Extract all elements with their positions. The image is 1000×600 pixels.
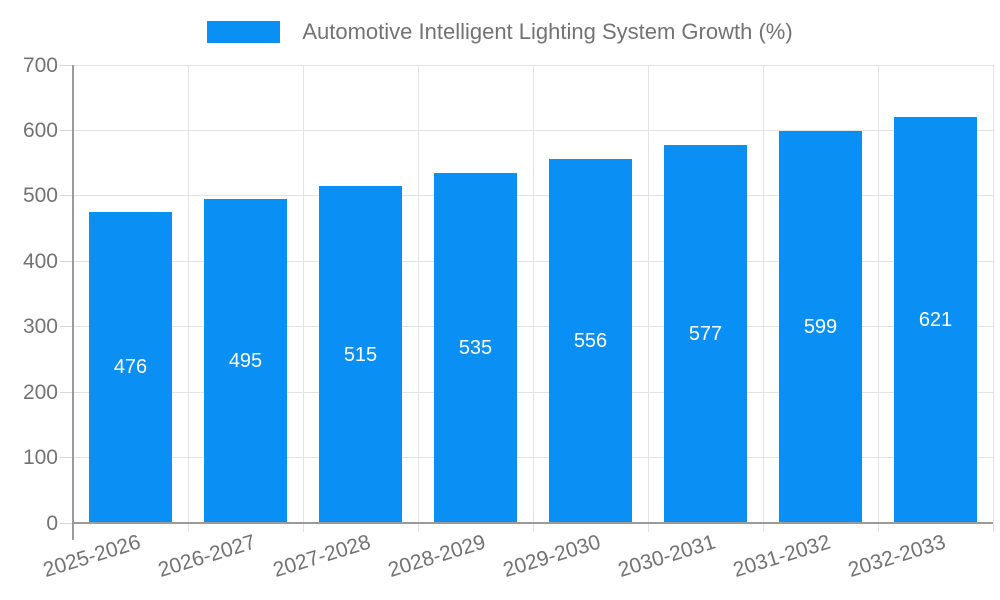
y-axis-tick-label: 0 [46, 511, 58, 535]
bar-value-label: 535 [458, 336, 493, 359]
v-gridline [302, 65, 304, 532]
bar[interactable] [204, 199, 287, 523]
chart-legend[interactable]: Automotive Intelligent Lighting System G… [0, 12, 1000, 52]
y-axis-tick-label: 500 [22, 184, 58, 208]
bar[interactable] [779, 131, 862, 523]
y-axis-tick-label: 200 [22, 380, 58, 404]
legend-swatch[interactable] [207, 21, 281, 43]
y-tick [60, 129, 73, 131]
y-tick [60, 64, 73, 66]
x-axis-line [73, 522, 993, 524]
legend-label[interactable]: Automotive Intelligent Lighting System G… [302, 19, 793, 44]
y-axis-tick-label: 300 [22, 315, 58, 339]
y-tick [60, 391, 73, 393]
bar[interactable] [319, 186, 402, 523]
v-gridline [877, 65, 879, 532]
bar[interactable] [89, 211, 172, 523]
v-gridline [187, 65, 189, 532]
y-tick [60, 260, 73, 262]
bar-value-label: 556 [573, 330, 608, 353]
bar[interactable] [434, 172, 517, 523]
bar[interactable] [894, 116, 977, 523]
y-tick [60, 195, 73, 197]
y-tick [60, 522, 73, 524]
y-axis-tick-label: 600 [22, 118, 58, 142]
v-gridline [417, 65, 419, 532]
bar-value-label: 621 [918, 308, 953, 331]
bar[interactable] [664, 145, 747, 523]
bar-value-label: 599 [803, 316, 838, 339]
y-axis-tick-label: 400 [22, 249, 58, 273]
y-tick [60, 326, 73, 328]
bar-value-label: 577 [688, 323, 723, 346]
y-axis-line [72, 65, 74, 540]
bar-value-label: 515 [343, 343, 378, 366]
bar[interactable] [549, 159, 632, 523]
y-axis-tick-label: 700 [22, 53, 58, 77]
v-gridline [762, 65, 764, 532]
v-gridline [647, 65, 649, 532]
y-axis-tick-label: 100 [22, 446, 58, 470]
y-tick [60, 457, 73, 459]
bar-value-label: 495 [228, 350, 263, 373]
v-gridline [532, 65, 534, 532]
bar-value-label: 476 [113, 356, 148, 379]
v-gridline [992, 65, 994, 532]
